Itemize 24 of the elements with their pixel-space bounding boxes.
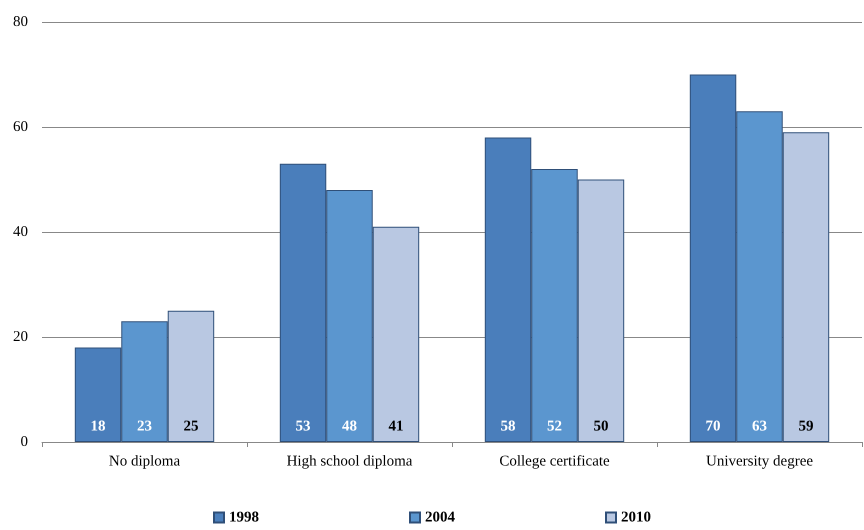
data-label: 58 xyxy=(500,418,516,434)
data-label: 25 xyxy=(183,418,198,434)
data-label: 41 xyxy=(388,418,404,434)
data-label: 52 xyxy=(547,418,562,434)
y-tick-label: 20 xyxy=(13,329,28,345)
data-label: 63 xyxy=(752,418,767,434)
data-label: 18 xyxy=(90,418,106,434)
x-tick-label: University degree xyxy=(706,454,814,470)
data-label: 48 xyxy=(342,418,357,434)
x-tick-label: High school diploma xyxy=(286,454,413,470)
legend-label: 2004 xyxy=(425,510,456,526)
y-tick-label: 0 xyxy=(20,434,28,450)
y-tick-label: 80 xyxy=(13,14,28,30)
y-tick-label: 60 xyxy=(13,119,28,135)
data-label: 59 xyxy=(798,418,814,434)
data-label: 50 xyxy=(593,418,608,434)
legend-label: 1998 xyxy=(229,510,259,526)
data-label: 23 xyxy=(137,418,152,434)
x-tick-label: College certificate xyxy=(499,454,610,470)
legend-label: 2010 xyxy=(621,510,651,526)
x-tick-label: No diploma xyxy=(108,454,180,470)
y-tick-label: 40 xyxy=(13,224,28,240)
data-label: 53 xyxy=(296,418,311,434)
data-label: 70 xyxy=(706,418,721,434)
